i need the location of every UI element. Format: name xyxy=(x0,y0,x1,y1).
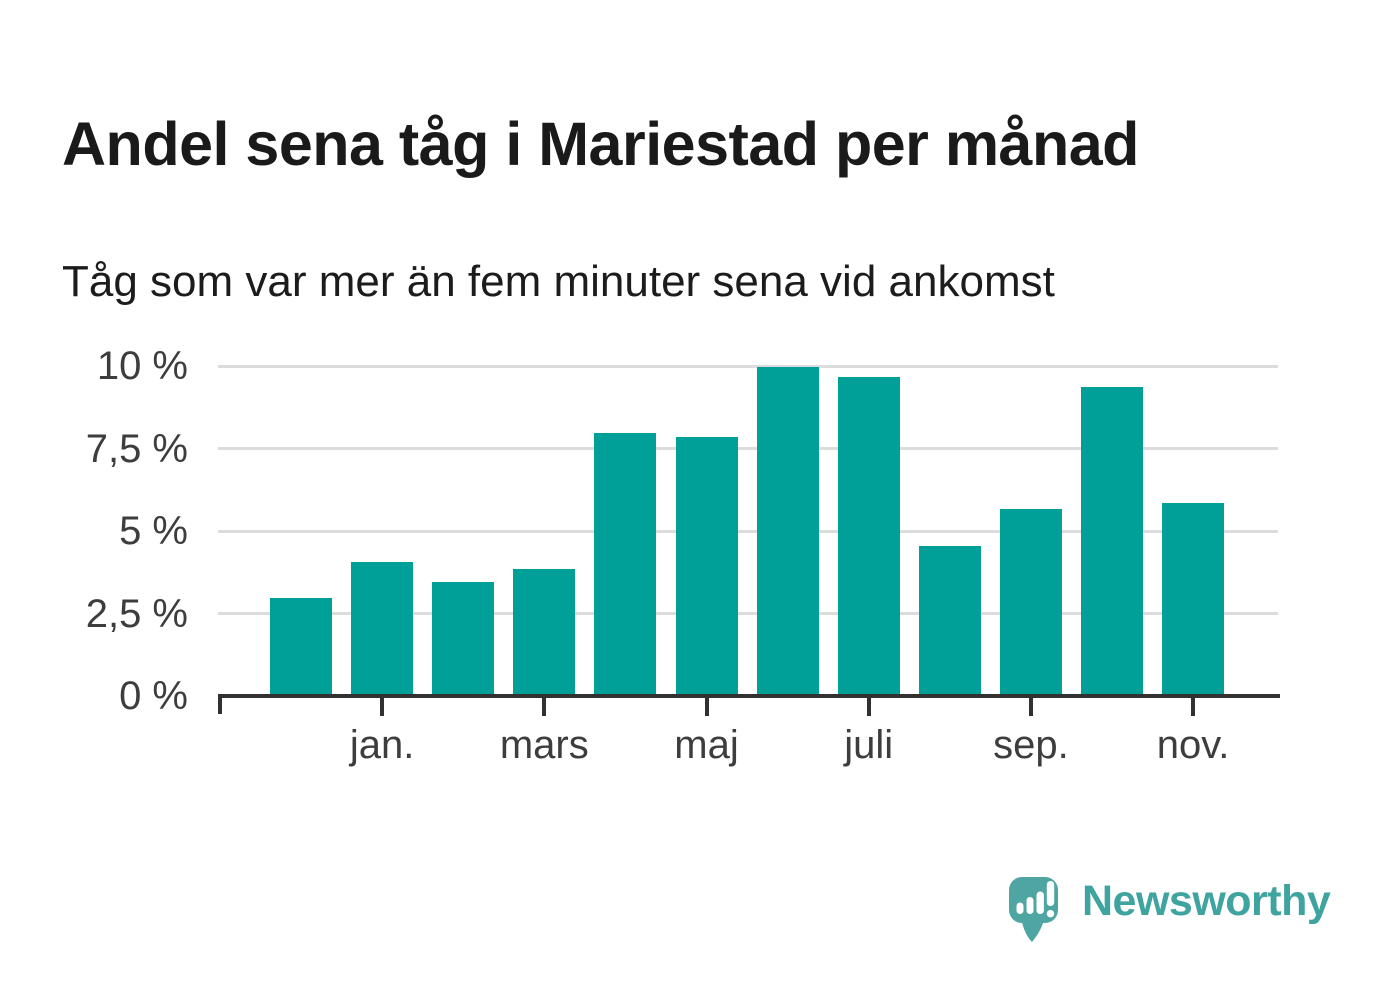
x-axis-label: nov. xyxy=(1156,723,1230,767)
y-axis-label: 7,5 % xyxy=(85,426,188,471)
y-axis-label: 5 % xyxy=(119,509,188,553)
bar-sep xyxy=(999,509,1062,694)
gridline xyxy=(218,612,1278,615)
bar-juni xyxy=(756,367,819,694)
bar-dec xyxy=(270,598,332,694)
chart-subtitle: Tåg som var mer än fem minuter sena vid … xyxy=(62,257,1055,306)
chart-title: Andel sena tåg i Mariestad per månad xyxy=(62,109,1139,178)
gridline xyxy=(218,529,1278,533)
x-axis-label: sep. xyxy=(993,723,1069,767)
bar-feb xyxy=(432,581,495,694)
x-axis-tick xyxy=(1191,694,1196,716)
y-axis-label: 0 % xyxy=(119,674,188,718)
newsworthy-logo-icon xyxy=(1009,877,1058,942)
bar-jan xyxy=(351,562,414,694)
x-axis-line xyxy=(218,694,1280,698)
x-axis-tick xyxy=(1028,694,1033,716)
x-axis-tick xyxy=(866,694,871,716)
gridline xyxy=(218,364,1278,368)
x-axis-label: maj xyxy=(674,723,739,767)
x-axis-tick xyxy=(542,694,547,716)
bar-juli xyxy=(837,377,900,694)
bar-apr xyxy=(594,433,657,694)
bar-mars xyxy=(513,568,576,694)
bar-aug xyxy=(918,545,981,694)
x-axis-tick xyxy=(380,694,385,716)
x-axis-label: juli xyxy=(844,723,894,767)
y-axis-label: 2,5 % xyxy=(85,591,188,636)
bar-maj xyxy=(675,436,738,694)
axis-origin-tick xyxy=(218,694,222,714)
newsworthy-logo: Newsworthy xyxy=(1008,876,1338,946)
bar-okt xyxy=(1081,387,1143,694)
x-axis-label: jan. xyxy=(349,723,415,767)
y-axis-label: 10 % xyxy=(96,344,188,388)
x-axis-label: mars xyxy=(499,723,589,767)
gridline xyxy=(218,447,1278,450)
x-axis-tick xyxy=(704,694,709,716)
bar-nov xyxy=(1162,502,1225,694)
newsworthy-wordmark: Newsworthy xyxy=(1082,877,1331,925)
